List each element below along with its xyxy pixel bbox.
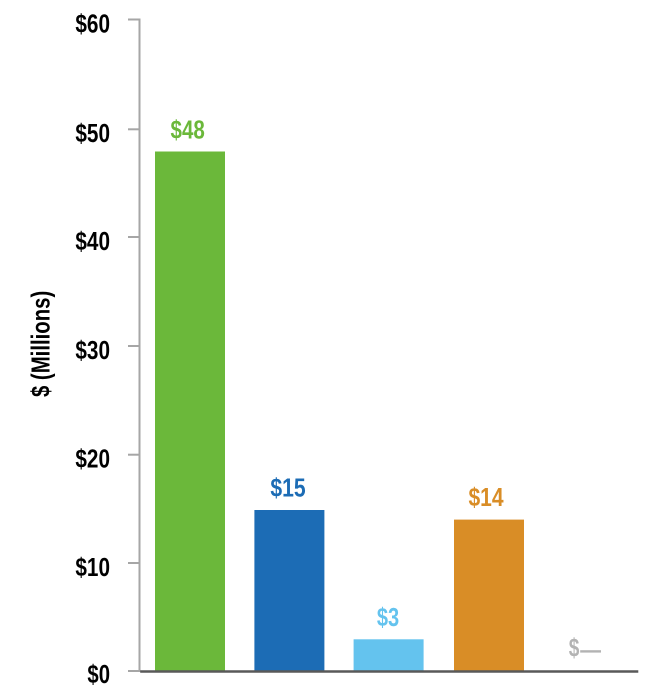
svg-text:$20: $20 <box>75 444 110 474</box>
svg-text:$10: $10 <box>75 552 110 582</box>
svg-text:$ (Millions): $ (Millions) <box>25 291 55 397</box>
svg-text:$30: $30 <box>75 335 110 365</box>
svg-text:$14: $14 <box>468 482 504 512</box>
svg-text:$48: $48 <box>171 114 205 144</box>
svg-text:$60: $60 <box>75 8 110 38</box>
svg-text:$40: $40 <box>75 226 110 256</box>
svg-text:$0: $0 <box>87 659 110 689</box>
svg-text:$50: $50 <box>75 118 110 148</box>
svg-text:$3: $3 <box>377 602 399 632</box>
svg-text:$15: $15 <box>270 473 305 503</box>
svg-text:$: $ <box>569 633 580 663</box>
